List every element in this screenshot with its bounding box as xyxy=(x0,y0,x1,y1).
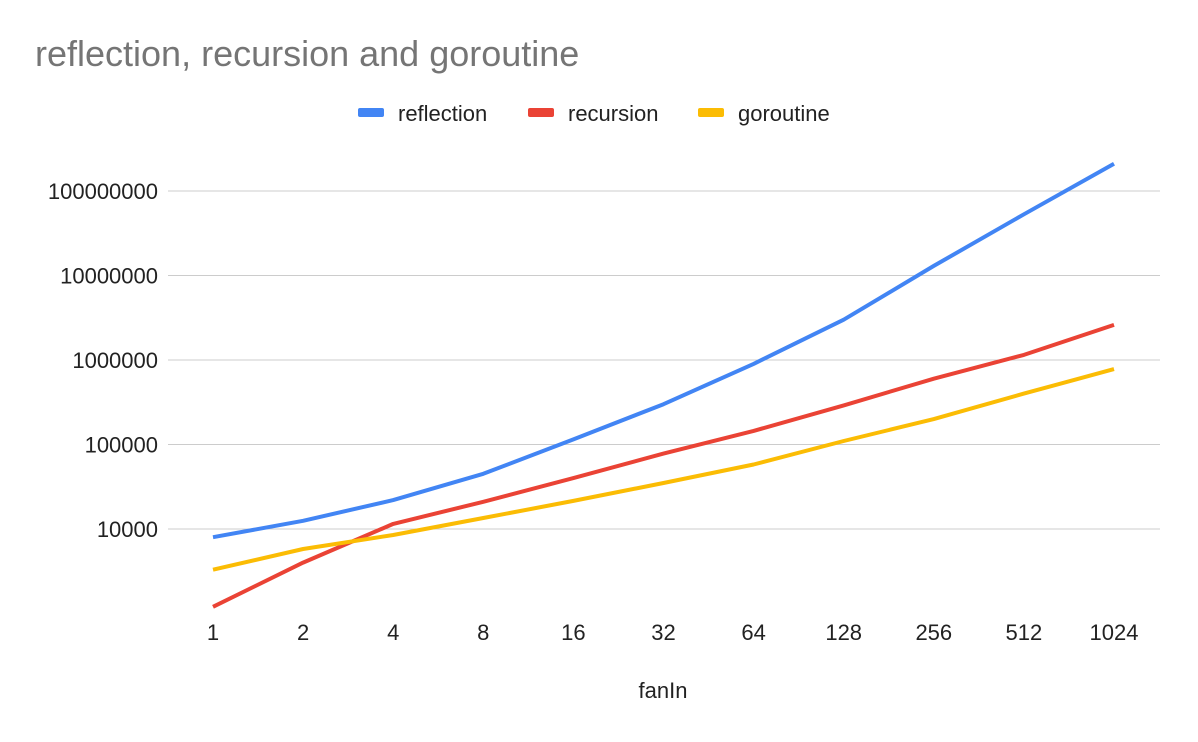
y-tick-label: 100000 xyxy=(85,433,158,458)
y-tick-label: 10000 xyxy=(97,517,158,542)
series-lines xyxy=(212,162,1115,609)
x-tick-label: 8 xyxy=(477,620,489,645)
y-tick-label: 10000000 xyxy=(60,264,158,289)
legend-label-reflection: reflection xyxy=(398,101,487,126)
x-tick-label: 4 xyxy=(387,620,399,645)
legend-swatch-recursion xyxy=(528,108,554,117)
x-tick-label: 16 xyxy=(561,620,585,645)
gridlines xyxy=(168,190,1160,530)
x-tick-label: 32 xyxy=(651,620,675,645)
series-line-recursion xyxy=(212,323,1115,609)
y-axis-ticks: 10000 100000 1000000 10000000 100000000 xyxy=(48,179,158,542)
legend-swatch-reflection xyxy=(358,108,384,117)
x-axis-ticks: 1 2 4 8 16 32 64 128 256 512 1024 xyxy=(207,620,1139,645)
legend-swatch-goroutine xyxy=(698,108,724,117)
x-tick-label: 2 xyxy=(297,620,309,645)
series-line-goroutine xyxy=(212,367,1115,572)
x-tick-label: 256 xyxy=(915,620,952,645)
y-tick-label: 1000000 xyxy=(72,348,158,373)
x-tick-label: 64 xyxy=(741,620,765,645)
series-line-reflection xyxy=(212,162,1115,540)
chart-title: reflection, recursion and goroutine xyxy=(35,33,580,74)
x-axis-label: fanIn xyxy=(639,678,688,703)
legend-label-goroutine: goroutine xyxy=(738,101,830,126)
legend: reflection recursion goroutine xyxy=(358,101,830,126)
x-tick-label: 1 xyxy=(207,620,219,645)
y-tick-label: 100000000 xyxy=(48,179,158,204)
legend-label-recursion: recursion xyxy=(568,101,658,126)
x-tick-label: 1024 xyxy=(1090,620,1139,645)
x-tick-label: 128 xyxy=(825,620,862,645)
x-tick-label: 512 xyxy=(1006,620,1043,645)
